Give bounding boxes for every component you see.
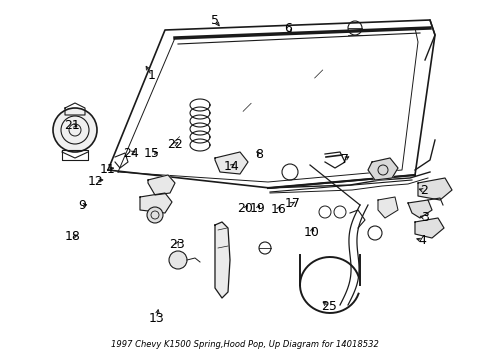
Text: 3: 3 (421, 211, 428, 224)
Text: 4: 4 (417, 234, 425, 247)
Text: 13: 13 (148, 312, 164, 325)
Polygon shape (215, 222, 229, 298)
Polygon shape (367, 158, 397, 180)
Text: 1: 1 (147, 69, 155, 82)
Text: 15: 15 (143, 147, 159, 160)
Circle shape (53, 108, 97, 152)
Text: 16: 16 (270, 203, 285, 216)
Text: 7: 7 (340, 153, 348, 166)
Text: 12: 12 (88, 175, 103, 188)
Polygon shape (148, 175, 175, 195)
Circle shape (169, 251, 186, 269)
Text: 19: 19 (249, 202, 265, 215)
Circle shape (147, 207, 163, 223)
Text: 5: 5 (211, 14, 219, 27)
Text: 2: 2 (420, 184, 427, 197)
Text: 24: 24 (123, 147, 139, 159)
Polygon shape (407, 200, 431, 218)
Text: 21: 21 (64, 119, 80, 132)
Text: 17: 17 (284, 197, 300, 210)
Text: 20: 20 (237, 202, 253, 215)
Text: 9: 9 (78, 199, 86, 212)
Polygon shape (140, 193, 172, 213)
Text: 14: 14 (223, 160, 239, 173)
Text: 18: 18 (64, 230, 80, 243)
Text: 11: 11 (100, 163, 115, 176)
Polygon shape (377, 197, 397, 218)
Polygon shape (215, 152, 247, 174)
Text: 23: 23 (169, 238, 184, 251)
Text: 10: 10 (304, 226, 319, 239)
Polygon shape (417, 178, 451, 200)
Text: 6: 6 (284, 22, 292, 35)
Text: 1997 Chevy K1500 Spring,Hood Pop, Up Diagram for 14018532: 1997 Chevy K1500 Spring,Hood Pop, Up Dia… (110, 341, 378, 349)
Text: 25: 25 (320, 300, 336, 313)
Text: 8: 8 (255, 148, 263, 161)
Polygon shape (414, 218, 443, 238)
Text: 22: 22 (167, 138, 183, 150)
